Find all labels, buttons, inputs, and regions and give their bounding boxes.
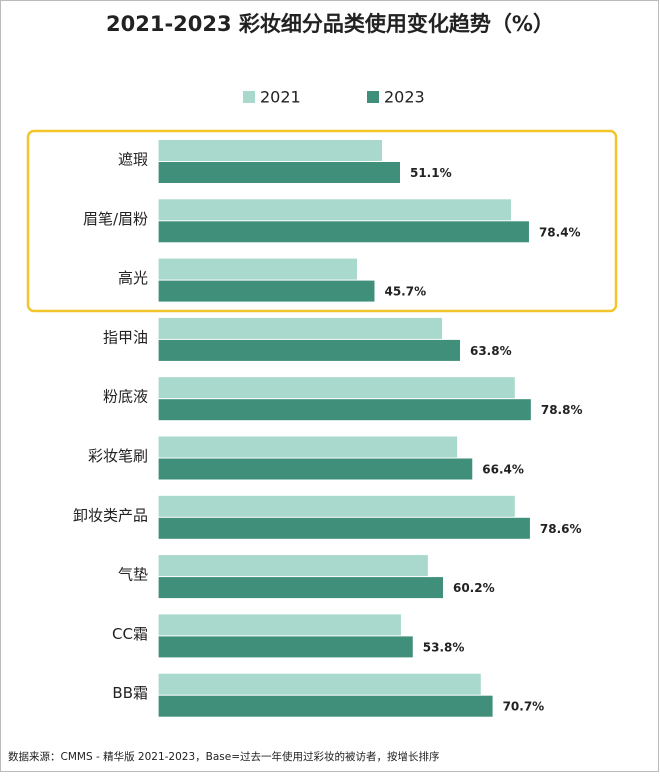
y-tick-label: 气垫 (118, 566, 148, 584)
data-label: 60.2% (453, 581, 495, 595)
data-label: 70.7% (503, 700, 545, 714)
data-label: 78.4% (539, 225, 581, 239)
bar (158, 221, 529, 243)
y-tick-label: 彩妆笔刷 (88, 447, 148, 465)
y-tick-label: 指甲油 (103, 328, 148, 346)
y-tick-label: BB霜 (112, 684, 148, 702)
data-label: 51.1% (410, 166, 452, 180)
bar (158, 258, 358, 280)
y-tick-label: 卸妆类产品 (73, 506, 148, 524)
bar (158, 614, 401, 636)
y-tick-label: CC霜 (112, 625, 148, 643)
bar (158, 339, 460, 361)
data-label: 66.4% (482, 463, 524, 477)
data-label: 63.8% (470, 344, 512, 358)
bar (158, 577, 443, 599)
bar (158, 162, 400, 183)
bar (158, 555, 428, 577)
bar (158, 377, 515, 399)
bar (158, 199, 512, 221)
data-label: 78.8% (541, 403, 583, 417)
data-label: 45.7% (384, 285, 426, 299)
legend-label: 2023 (384, 88, 425, 107)
legend-swatch (367, 91, 379, 103)
y-tick-label: 粉底液 (103, 388, 148, 406)
bar (158, 280, 375, 302)
legend-label: 2021 (260, 88, 301, 107)
data-label: 78.6% (540, 522, 582, 536)
highlight-box (26, 129, 618, 313)
chart-title: 2021-2023 彩妆细分品类使用变化趋势（%） (106, 12, 554, 36)
bar (158, 495, 515, 517)
source-note: 数据来源：CMMS - 精华版 2021-2023，Base=过去一年使用过彩妆… (8, 750, 440, 763)
bar (158, 436, 458, 458)
bar (158, 317, 443, 339)
y-tick-label: 眉笔/眉粉 (83, 210, 148, 228)
bar (158, 517, 530, 539)
bar (158, 458, 473, 480)
bar (158, 673, 481, 695)
bar (158, 399, 531, 421)
bar (158, 636, 413, 658)
data-label: 53.8% (423, 640, 465, 654)
y-tick-label: 高光 (118, 269, 148, 287)
y-tick-label: 遮瑕 (118, 151, 148, 169)
legend-swatch (243, 91, 255, 103)
bar (158, 140, 383, 161)
bar (158, 695, 493, 717)
